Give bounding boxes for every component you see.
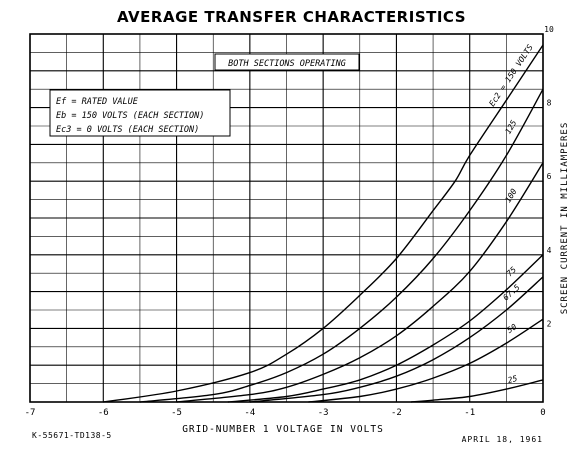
y-axis-label: SCREEN CURRENT IN MILLIAMPERES — [560, 122, 570, 315]
curve-series-5 — [308, 318, 544, 403]
curve-series-2 — [176, 162, 544, 403]
drawing-date: APRIL 18, 1961 — [462, 435, 543, 444]
conditions-box — [49, 89, 231, 137]
curve-series-1 — [139, 88, 544, 403]
curve-label-2: 100 — [503, 187, 518, 204]
y-tick-label: 2 — [547, 319, 552, 328]
condition-line-1: Ef = RATED VALUE — [56, 97, 139, 107]
operating-box — [214, 53, 360, 71]
x-tick-labels: -7 -6 -5 -4 -3 -2 -1 0 — [25, 408, 546, 418]
curve-series-3 — [227, 254, 544, 403]
x-tick-label: -7 — [25, 408, 36, 418]
x-axis-label: GRID-NUMBER 1 VOLTAGE IN VOLTS — [182, 424, 384, 435]
y-tick-label: 8 — [547, 99, 552, 108]
x-tick-label: -2 — [391, 408, 402, 418]
condition-line-2: Eb = 150 VOLTS (EACH SECTION) — [56, 111, 204, 121]
y-tick-label: 10 — [544, 25, 554, 34]
y-tick-labels: 2 4 6 8 10 — [544, 25, 554, 328]
curve-label-3: 75 — [505, 265, 518, 278]
chart-title: AVERAGE TRANSFER CHARACTERISTICS — [116, 8, 467, 26]
y-tick-label: 6 — [547, 172, 552, 181]
curves — [103, 44, 544, 403]
operating-note: BOTH SECTIONS OPERATING — [228, 59, 346, 69]
curve-series-6 — [411, 379, 544, 403]
x-tick-label: -4 — [244, 408, 255, 418]
x-tick-label: -1 — [464, 408, 475, 418]
curve-series-4 — [249, 276, 544, 403]
x-tick-label: -5 — [171, 408, 182, 418]
x-tick-label: -3 — [318, 408, 329, 418]
condition-line-3: Ec3 = 0 VOLTS (EACH SECTION) — [56, 125, 199, 135]
curve-label-6: 25 — [507, 374, 519, 385]
curve-label-5: 50 — [505, 322, 518, 335]
y-tick-label: 4 — [547, 246, 552, 255]
drawing-code: K-55671-TD138-5 — [32, 431, 112, 440]
x-tick-label: -6 — [98, 408, 109, 418]
curve-label-1: 125 — [504, 118, 519, 135]
x-tick-label: 0 — [540, 408, 545, 418]
curve-series-0 — [103, 44, 544, 403]
plot-border — [29, 33, 544, 403]
